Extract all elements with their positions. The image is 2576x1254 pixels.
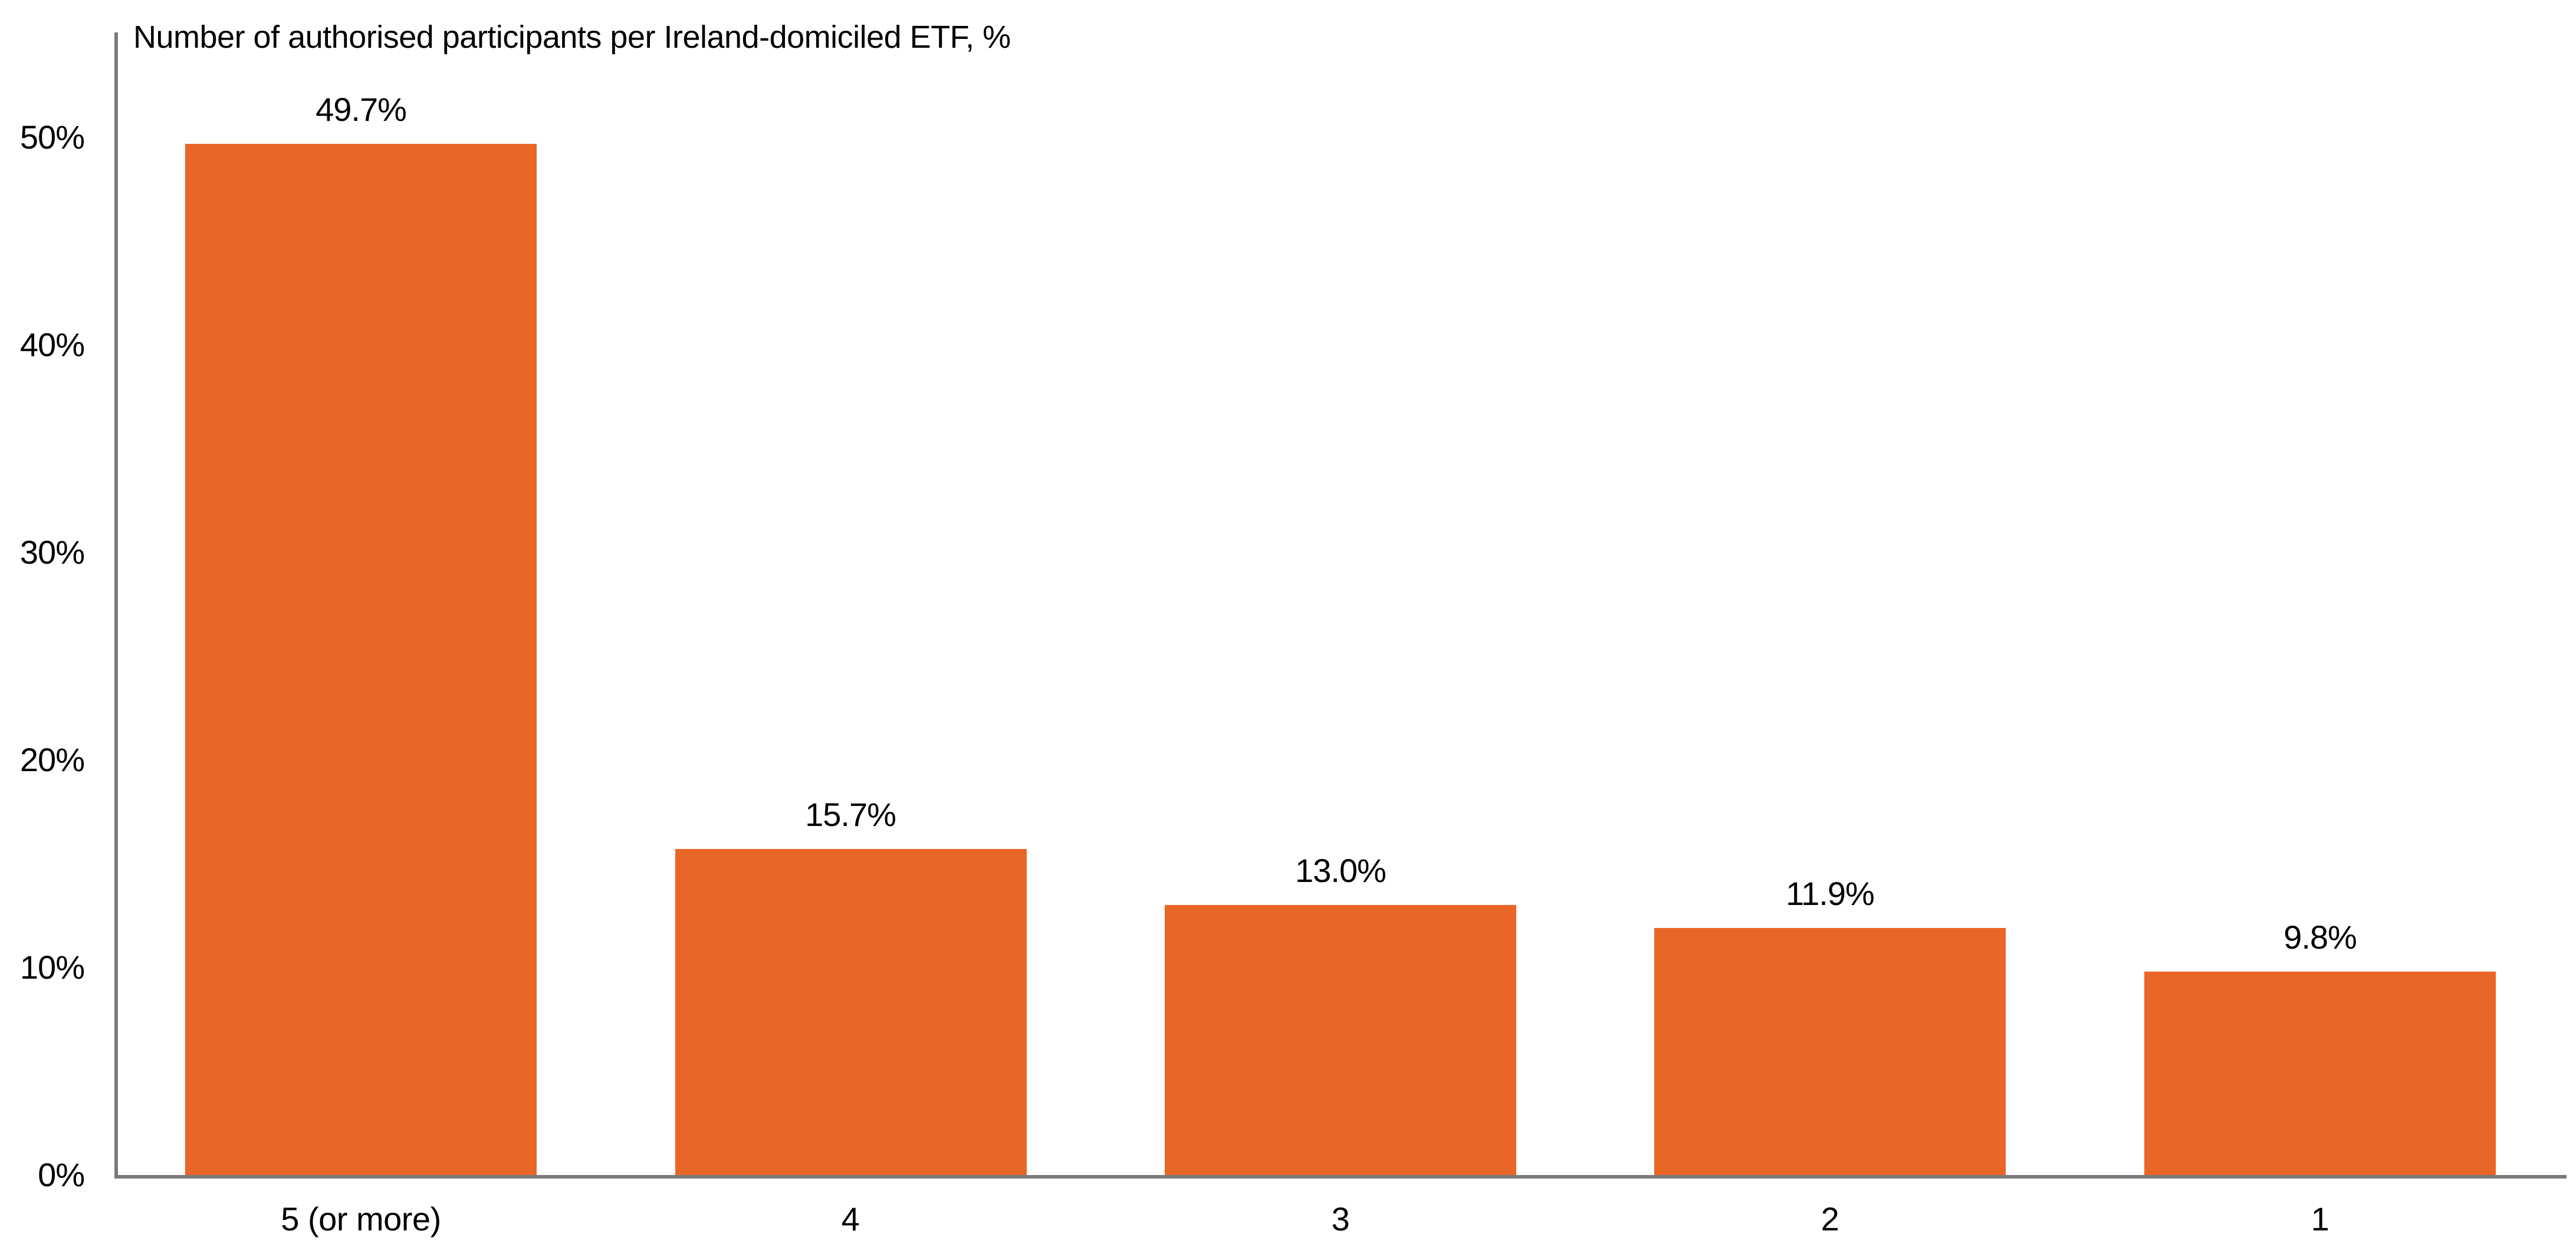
y-axis-label: 10% bbox=[19, 949, 85, 986]
bar bbox=[185, 144, 537, 1175]
y-axis-label: 0% bbox=[38, 1156, 85, 1193]
y-axis-label: 30% bbox=[19, 534, 85, 571]
x-axis-label: 5 (or more) bbox=[281, 1200, 441, 1237]
bar bbox=[1165, 905, 1516, 1175]
x-axis-label: 4 bbox=[841, 1200, 860, 1237]
bar-value-label: 13.0% bbox=[1295, 852, 1386, 889]
bar-value-label: 9.8% bbox=[2283, 919, 2357, 956]
x-axis-label: 3 bbox=[1331, 1200, 1350, 1237]
plot-area bbox=[116, 34, 2565, 1175]
bar bbox=[675, 849, 1027, 1175]
bar-value-label: 11.9% bbox=[1786, 875, 1875, 912]
x-axis-label: 2 bbox=[1821, 1200, 1839, 1237]
y-axis-line bbox=[114, 32, 118, 1179]
chart-title: Number of authorised participants per Ir… bbox=[133, 19, 1011, 55]
bar bbox=[1654, 928, 2006, 1175]
x-axis-line bbox=[114, 1175, 2567, 1179]
y-axis-label: 50% bbox=[19, 119, 85, 156]
bar-value-label: 15.7% bbox=[805, 796, 896, 833]
x-axis-label: 1 bbox=[2311, 1200, 2329, 1237]
y-axis-label: 40% bbox=[19, 326, 85, 363]
bar-value-label: 49.7% bbox=[316, 91, 407, 128]
bar bbox=[2144, 972, 2496, 1175]
y-axis-label: 20% bbox=[19, 741, 85, 778]
